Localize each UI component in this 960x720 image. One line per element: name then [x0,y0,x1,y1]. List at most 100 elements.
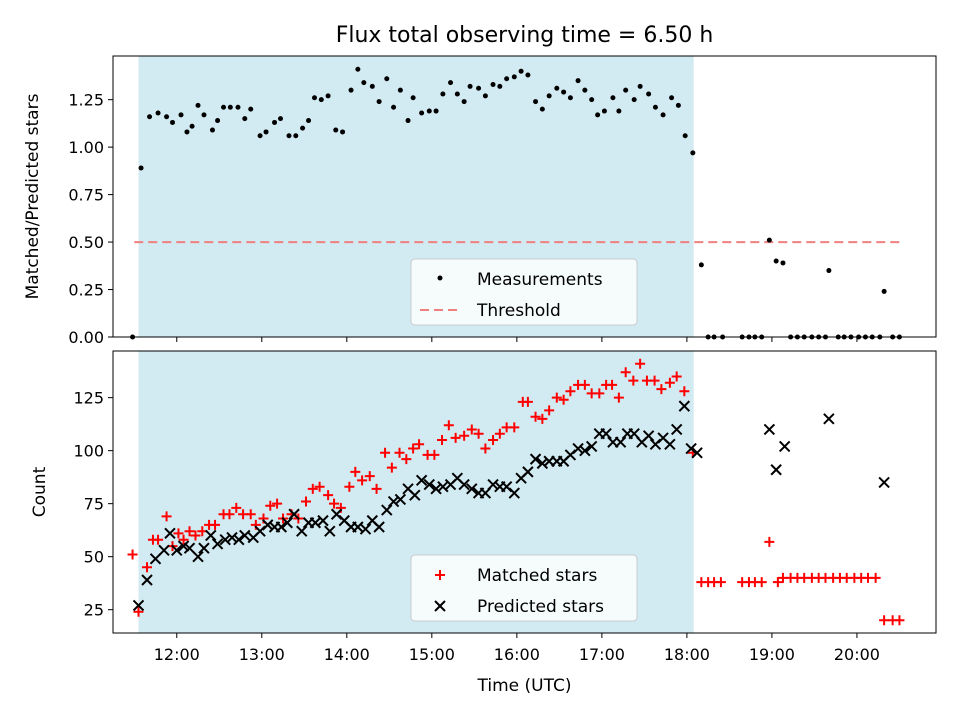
y-tick-label: 0.50 [68,233,104,252]
matched-star-point [620,367,631,378]
x-tick-label: 14:00 [324,645,370,664]
measurement-point [554,85,560,91]
predicted-star-point [183,542,196,554]
measurement-point [660,112,666,118]
measurement-point [311,95,317,101]
matched-star-point [443,420,454,431]
y-tick-label: 125 [73,389,104,408]
x-tick-label: 19:00 [749,645,795,664]
measurement-point [348,87,354,93]
measurement-point [235,104,241,110]
measurement-point [504,76,510,82]
matched-star-point [466,424,477,435]
x-axis-label: Time (UTC) [477,676,572,696]
predicted-star-point [233,533,245,546]
x-tick-label: 16:00 [494,645,540,664]
matched-star-point [307,483,318,494]
predicted-star-point [262,519,274,531]
predicted-star-point [192,550,204,563]
y-tick-label: 1.00 [68,138,104,157]
measurement-point [589,97,595,103]
measurement-point [277,116,283,122]
predicted-star-point [373,521,385,533]
measurement-point [497,83,503,89]
predicted-star-point [415,474,428,487]
measurement-point [567,95,573,101]
y-tick-label: 75 [84,495,104,514]
measurement-point [361,80,367,86]
matched-star-point [265,500,276,511]
legend-plus-marker [435,570,445,580]
measurement-point [533,99,539,105]
matched-star-point [142,562,153,573]
predicted-star-point [614,436,627,448]
y-axis-label: Matched/Predicted stars [23,93,43,299]
measurement-point [682,133,688,139]
matched-star-point [579,379,590,390]
count-panel: 25 50 75 100 125 12:00 13:00 14:00 15:00 16:00 17:… [30,350,937,664]
y-tick-label: 100 [73,442,104,461]
legend-cross-marker [434,600,446,612]
measurement-point [881,288,887,294]
predicted-star-point [508,487,521,499]
predicted-star-point [466,483,478,495]
matched-star-point [558,394,569,405]
matched-star-point [772,577,783,588]
matched-star-point [607,379,618,390]
measurement-point [227,104,233,110]
measurement-point [518,68,524,74]
measurement-point [690,150,696,156]
measurement-point [189,123,195,129]
matched-star-point [459,430,470,441]
measurement-point [286,133,292,139]
matched-star-point [401,454,412,465]
matched-star-point [173,528,184,539]
measurement-point [272,119,278,125]
matched-star-point [323,490,334,501]
matched-star-point [153,534,164,545]
measurement-point [546,93,552,99]
legend-box [410,258,638,326]
predicted-star-point [359,523,372,535]
measurement-point [433,108,439,114]
measurement-point [467,83,473,89]
measurement-point [766,237,772,243]
predicted-star-point [381,504,393,516]
measurement-point [221,104,227,110]
predicted-star-point [219,533,231,546]
measurement-point [209,127,215,133]
measurement-point [440,91,446,97]
predicted-star-point [288,508,300,520]
predicted-star-point [685,442,697,455]
legend-label: Predicted stars [477,597,604,617]
y-tick-label: 0.00 [68,328,104,347]
predicted-star-point [205,529,217,542]
predicted-star-point [770,464,782,476]
predicted-star-point [572,442,584,455]
matched-star-point [656,384,667,395]
matched-star-point [635,358,646,369]
measurement-point [325,93,331,99]
matched-star-point [184,526,195,537]
measurement-point [698,262,704,268]
matched-star-point [551,392,562,403]
measurement-point [490,81,496,87]
predicted-star-point [211,538,224,550]
matched-star-point [594,388,605,399]
matched-star-point [565,386,576,397]
measurement-point [461,99,467,105]
y-tick-label: 50 [84,548,104,567]
matched-star-point [537,413,548,424]
measurement-point [448,80,454,86]
predicted-star-point [430,483,442,495]
matched-star-point [231,502,242,513]
measurement-point [257,133,263,139]
predicted-star-point [317,514,329,527]
measurement-point [391,104,397,110]
matched-star-point [414,439,425,450]
matched-star-point [628,375,639,386]
matched-star-point [210,519,221,530]
measurement-point [147,114,153,120]
predicted-star-point [678,400,691,412]
